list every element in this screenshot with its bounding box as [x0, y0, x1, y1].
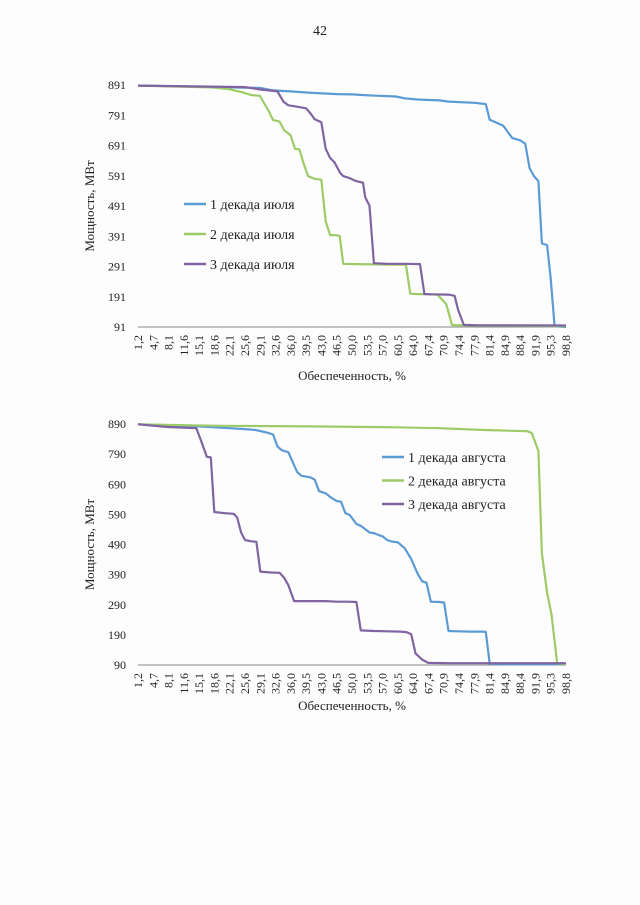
series-line-2 [137, 423, 567, 666]
x-tick-label: 88,4 [513, 673, 527, 694]
x-tick-label: 32,6 [269, 673, 283, 694]
x-tick-label: 77,9 [467, 673, 481, 694]
x-tick-label: 32,6 [269, 335, 283, 356]
x-tick-label: 43,0 [314, 673, 328, 694]
x-tick-label: 39,5 [299, 673, 313, 694]
series-line-1 [137, 423, 566, 666]
y-tick-label: 290 [108, 598, 126, 612]
x-tick-label: 15,1 [192, 335, 206, 356]
x-tick-label: 57,0 [376, 673, 390, 694]
x-tick-label: 95,3 [544, 335, 558, 356]
x-tick-label: 46,5 [330, 335, 344, 356]
x-tick-label: 74,4 [452, 673, 466, 694]
y-tick-label: 890 [108, 417, 126, 431]
y-tick-label: 690 [108, 477, 126, 491]
x-tick-label: 8,1 [162, 673, 176, 688]
series-line-3 [137, 423, 566, 665]
x-tick-label: 88,4 [513, 335, 527, 356]
legend-label-2: 2 декада июля [210, 228, 295, 243]
x-tick-label: 8,1 [162, 335, 176, 350]
x-tick-label: 25,6 [238, 335, 252, 356]
x-tick-label: 64,0 [406, 335, 420, 356]
x-tick-label: 53,5 [360, 335, 374, 356]
x-tick-label: 84,9 [498, 335, 512, 356]
x-tick-label: 60,5 [391, 335, 405, 356]
x-tick-label: 91,9 [528, 673, 542, 694]
series-line-3 [137, 84, 567, 327]
x-tick-label: 84,9 [498, 673, 512, 694]
x-tick-label: 98,8 [559, 673, 573, 694]
y-tick-label: 291 [108, 260, 126, 274]
x-tick-label: 43,0 [314, 335, 328, 356]
x-tick-label: 95,3 [544, 673, 558, 694]
x-tick-label: 29,1 [253, 335, 267, 356]
y-tick-label: 791 [108, 108, 126, 122]
x-tick-label: 29,1 [253, 673, 267, 694]
x-tick-label: 22,1 [223, 673, 237, 694]
legend-label-3: 3 декада июля [210, 258, 295, 273]
x-tick-label: 81,4 [483, 335, 497, 356]
x-tick-label: 1,2 [131, 673, 145, 688]
x-tick-label: 70,9 [437, 335, 451, 356]
x-tick-label: 60,5 [391, 673, 405, 694]
x-tick-label: 77,9 [467, 335, 481, 356]
x-tick-label: 1,2 [131, 335, 145, 350]
x-tick-label: 64,0 [406, 673, 420, 694]
x-tick-label: 36,0 [284, 673, 298, 694]
y-tick-label: 190 [108, 628, 126, 642]
x-tick-label: 11,6 [177, 673, 191, 694]
y-tick-label: 590 [108, 507, 126, 521]
y-axis-title: Мощность, МВт [82, 499, 97, 591]
x-tick-label: 22,1 [223, 335, 237, 356]
y-tick-label: 891 [108, 78, 126, 92]
x-tick-label: 50,0 [345, 673, 359, 694]
y-tick-label: 490 [108, 538, 126, 552]
x-tick-label: 36,0 [284, 335, 298, 356]
legend-label-3: 3 декада августа [408, 498, 507, 513]
x-tick-label: 57,0 [376, 335, 390, 356]
y-tick-label: 591 [108, 169, 126, 183]
series-line-1 [137, 84, 567, 329]
x-tick-label: 67,4 [421, 673, 435, 694]
x-axis-title: Обеспеченность, % [298, 698, 406, 713]
y-tick-label: 90 [114, 658, 126, 672]
y-tick-label: 91 [114, 320, 126, 334]
y-tick-label: 790 [108, 447, 126, 461]
x-tick-label: 46,5 [330, 673, 344, 694]
x-tick-label: 4,7 [146, 673, 160, 688]
y-tick-label: 390 [108, 568, 126, 582]
legend-label-1: 1 декада июля [210, 198, 295, 213]
legend-label-1: 1 декада августа [408, 451, 507, 466]
y-tick-label: 191 [108, 290, 126, 304]
x-tick-label: 74,4 [452, 335, 466, 356]
x-tick-label: 39,5 [299, 335, 313, 356]
series-line-2 [137, 84, 567, 328]
legend-label-2: 2 декада августа [408, 475, 507, 490]
page-number: 42 [313, 24, 327, 39]
x-tick-label: 18,6 [207, 673, 221, 694]
y-tick-label: 691 [108, 139, 126, 153]
y-axis-title: Мощность, МВт [82, 160, 97, 252]
x-tick-label: 25,6 [238, 673, 252, 694]
x-tick-label: 4,7 [146, 335, 160, 350]
x-tick-label: 15,1 [192, 673, 206, 694]
x-tick-label: 67,4 [421, 335, 435, 356]
x-tick-label: 11,6 [177, 335, 191, 356]
x-tick-label: 50,0 [345, 335, 359, 356]
y-tick-label: 491 [108, 199, 126, 213]
x-tick-label: 81,4 [483, 673, 497, 694]
x-axis-title: Обеспеченность, % [298, 368, 406, 383]
x-tick-label: 98,8 [559, 335, 573, 356]
x-tick-label: 53,5 [360, 673, 374, 694]
x-tick-label: 91,9 [528, 335, 542, 356]
y-tick-label: 391 [108, 229, 126, 243]
x-tick-label: 70,9 [437, 673, 451, 694]
x-tick-label: 18,6 [207, 335, 221, 356]
